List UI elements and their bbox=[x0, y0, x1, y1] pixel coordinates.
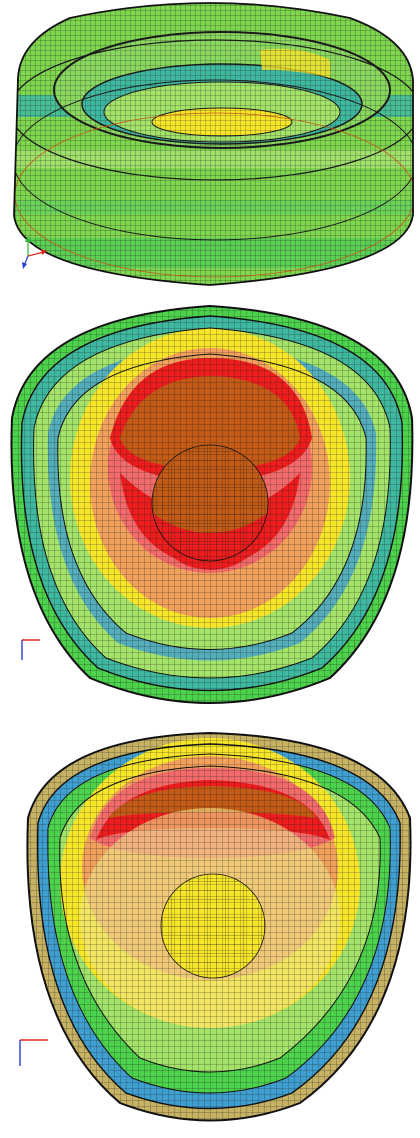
axis-triad-isometric bbox=[22, 236, 47, 269]
top-view-panel bbox=[0, 298, 420, 718]
bottom-view-panel bbox=[0, 728, 420, 1138]
bottle-base-bottom-view bbox=[26, 731, 412, 1122]
bottom-view-svg bbox=[19, 731, 412, 1122]
isometric-view-svg bbox=[13, 2, 414, 286]
top-view-svg bbox=[10, 304, 414, 704]
bottle-base-top-view bbox=[10, 304, 414, 704]
isometric-view-panel bbox=[0, 0, 420, 290]
axis-triad-bottom bbox=[19, 1039, 48, 1066]
bottle-body-isometric bbox=[14, 3, 413, 285]
axis-triad-top bbox=[21, 639, 40, 660]
